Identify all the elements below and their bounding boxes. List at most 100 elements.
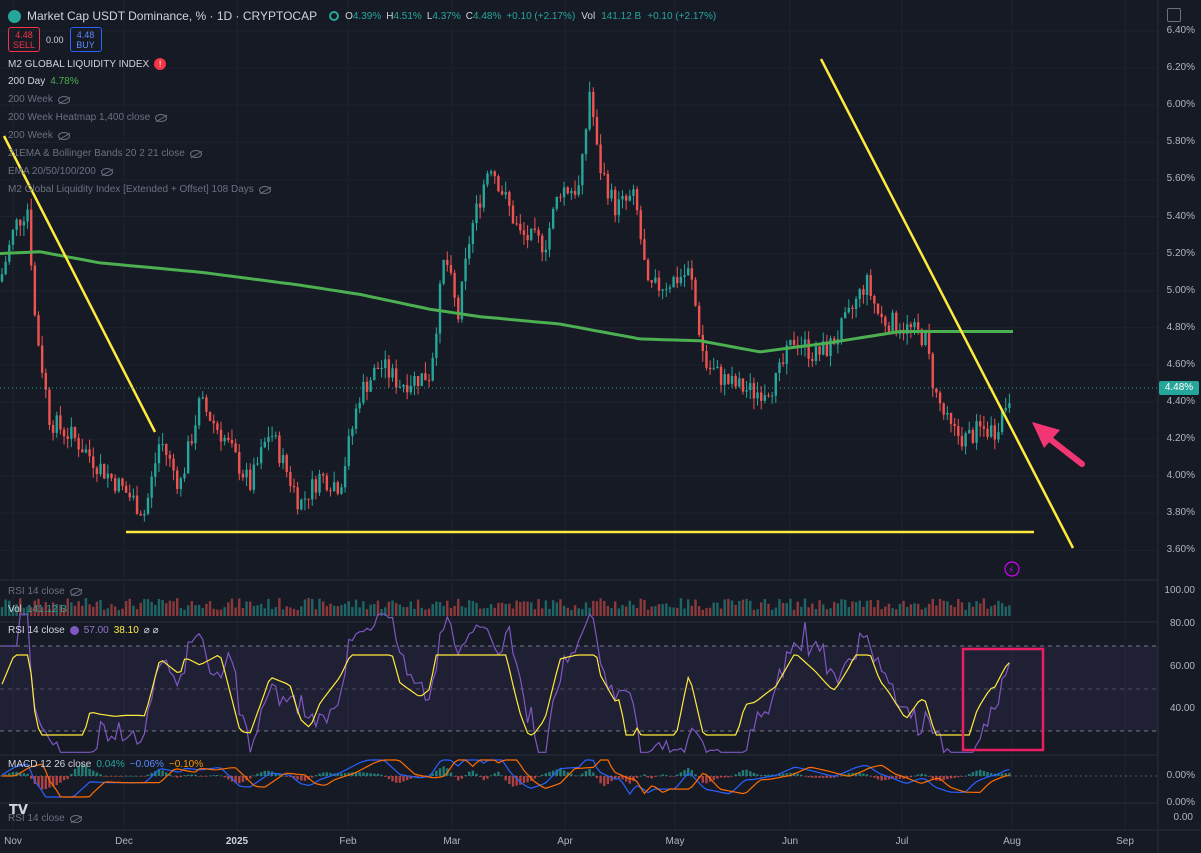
eye-icon[interactable] [258,185,271,194]
buy-button[interactable]: 4.48 BUY [69,27,102,52]
volume-bar [468,600,471,616]
macd-hist-bar [143,776,146,777]
candle-body [59,415,62,430]
volume-bar [858,600,861,616]
settings-icon[interactable] [1167,8,1181,22]
red-arrow-annotation[interactable] [1032,422,1085,467]
trendline-right-descending[interactable] [819,58,1075,549]
candle-body [738,378,741,387]
macd-hist-bar [734,774,737,776]
volume-bar [763,599,767,616]
macd-hist-bar [223,776,226,778]
macd-hist-bar [942,776,945,781]
trendline-left-descending[interactable] [2,135,157,433]
rsi-highlight-box[interactable] [961,647,1045,752]
candle-body [457,297,460,320]
candle-body [332,482,336,491]
macd-pane-label[interactable]: MACD 12 26 close 0.04% −0.06% −0.10% [8,759,203,770]
macd-hist-bar [486,776,489,779]
volume-bar [157,599,161,616]
volume-bar [581,609,584,616]
macd-hist-bar [719,776,723,778]
symbol-title[interactable]: Market Cap USDT Dominance, % · 1D · CRYP… [27,9,318,23]
candle-body [303,498,307,500]
macd-hist-bar [614,776,617,780]
candle-body [599,144,602,173]
indicator-item[interactable]: 200 Week Heatmap 1,400 close [8,112,168,123]
indicator-item[interactable]: 200 Day 4.78% [8,76,79,87]
candle-body [223,437,226,442]
candle-body [292,485,296,488]
macd-hist-bar [51,776,55,787]
macd-hist-bar [365,772,369,776]
volume-bar [259,603,263,616]
volume-bar [701,609,704,616]
indicator-item[interactable]: M2 Global Liquidity Index [Extended + Of… [8,184,271,195]
indicator-item[interactable]: 200 Week [8,130,70,141]
eye-icon[interactable] [100,167,113,176]
volume-bar [811,603,814,616]
candle-body [657,277,661,291]
macd-hist-bar [822,776,825,778]
volume-bar [570,609,573,616]
volume-bar [281,609,285,616]
volume-bar [920,609,923,616]
bottom-rsi-label[interactable]: RSI 14 close [8,813,82,824]
volume-bar [716,602,719,616]
rsi-settings-icon[interactable] [69,626,79,635]
volume-bar [482,608,485,616]
candle-body [307,498,310,500]
candle-body [263,441,266,448]
macd-hist-bar [249,776,252,779]
volume-pane-rsi-label[interactable]: RSI 14 close [8,586,82,597]
candle-body [960,435,964,447]
rsi-pane-label[interactable]: RSI 14 close 57.00 38.10 ⌀ ⌀ [8,625,159,636]
volume-bar [289,607,292,616]
macd-hist-bar [873,776,876,778]
volume-bar [249,601,252,616]
volume-bar [376,600,380,616]
candle-body [873,296,876,304]
indicator-item[interactable]: M2 GLOBAL LIQUIDITY INDEX! [8,58,167,70]
eye-icon[interactable] [69,587,82,596]
macd-hist-bar [880,776,883,781]
candle-body [822,341,825,355]
candle-body [413,376,416,386]
indicator-item[interactable]: 21EMA & Bollinger Bands 20 2 21 close [8,148,202,159]
volume-bar [460,606,464,616]
volume-bar [803,598,807,616]
eye-icon[interactable] [155,113,168,122]
volume-bar [730,600,734,616]
indicator-item[interactable]: 200 Week [8,94,70,105]
eye-icon[interactable] [57,95,70,104]
candle-body [719,366,723,385]
eye-icon[interactable] [69,814,82,823]
candle-body [110,473,113,479]
indicator-item[interactable]: EMA 20/50/100/200 [8,166,113,177]
drawn-trendlines[interactable] [2,58,1075,549]
candle-body [785,345,788,364]
macd-hist-bar [891,776,894,779]
macd-hist-bar [515,776,518,786]
eye-icon[interactable] [57,131,70,140]
indicator-name: M2 Global Liquidity Index [Extended + Of… [8,184,254,195]
tradingview-logo[interactable]: TV [9,803,28,818]
candle-body [48,389,51,425]
volume-bar [770,609,774,616]
candle-body [373,367,376,381]
candle-body [577,185,580,195]
eye-icon[interactable] [189,149,202,158]
volume-bar [650,606,653,616]
volume-bar [829,608,832,616]
volume-bar [884,606,887,616]
sell-button[interactable]: 4.48 SELL [8,27,40,52]
volume-bar [745,598,748,616]
lightning-icon[interactable] [1004,561,1020,577]
macd-hist-bar [110,776,113,777]
macd-hist-bar [566,772,569,776]
alert-icon[interactable]: ! [154,58,167,70]
volume-bar [687,599,690,616]
volume-bar [551,600,555,616]
volume-bar [19,598,22,616]
